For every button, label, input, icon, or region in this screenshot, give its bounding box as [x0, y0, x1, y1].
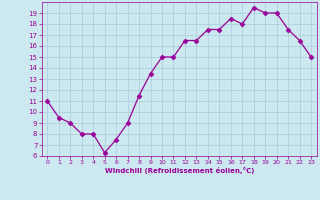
- X-axis label: Windchill (Refroidissement éolien,°C): Windchill (Refroidissement éolien,°C): [105, 167, 254, 174]
